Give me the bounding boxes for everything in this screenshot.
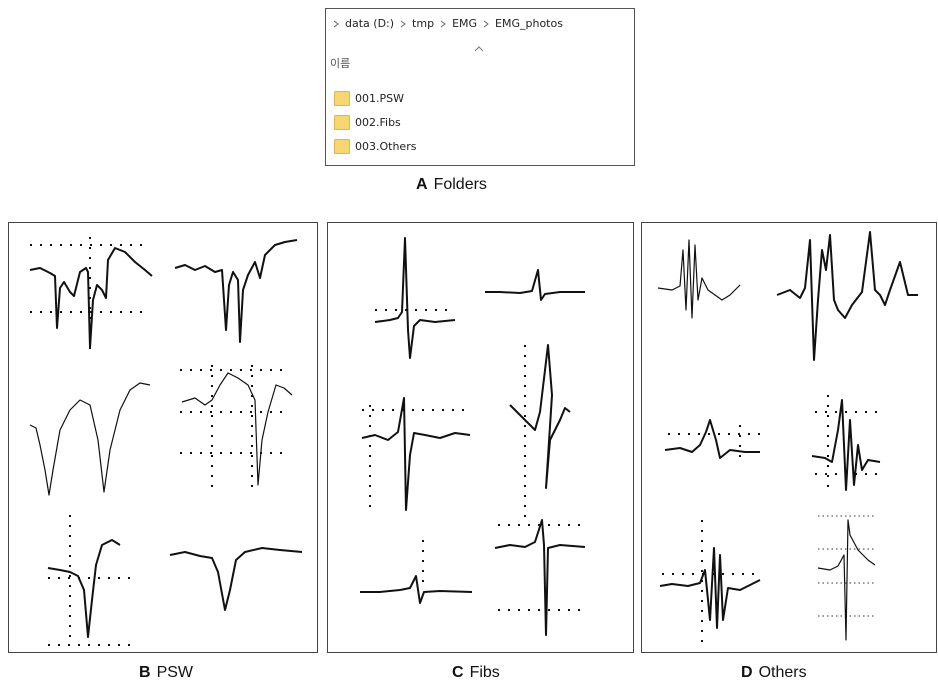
panel-caption: D Others [741, 664, 807, 682]
panel-title: Others [759, 664, 807, 681]
panel-frame [642, 223, 937, 653]
panel-letter: B [139, 664, 151, 681]
panel-caption: A Folders [416, 176, 487, 194]
figure: data (D:) tmp EMG EMG_photos 이름 001.PSW … [0, 0, 938, 684]
panel-title: Fibs [470, 664, 500, 681]
panel-title: PSW [157, 664, 193, 681]
panel-letter: A [416, 176, 428, 193]
emg-panels [0, 0, 938, 684]
panel-title: Folders [434, 176, 487, 193]
panel-caption: C Fibs [452, 664, 500, 682]
panel-caption: B PSW [139, 664, 193, 682]
panel-letter: D [741, 664, 753, 681]
panel-frame [328, 223, 634, 653]
panel-letter: C [452, 664, 464, 681]
